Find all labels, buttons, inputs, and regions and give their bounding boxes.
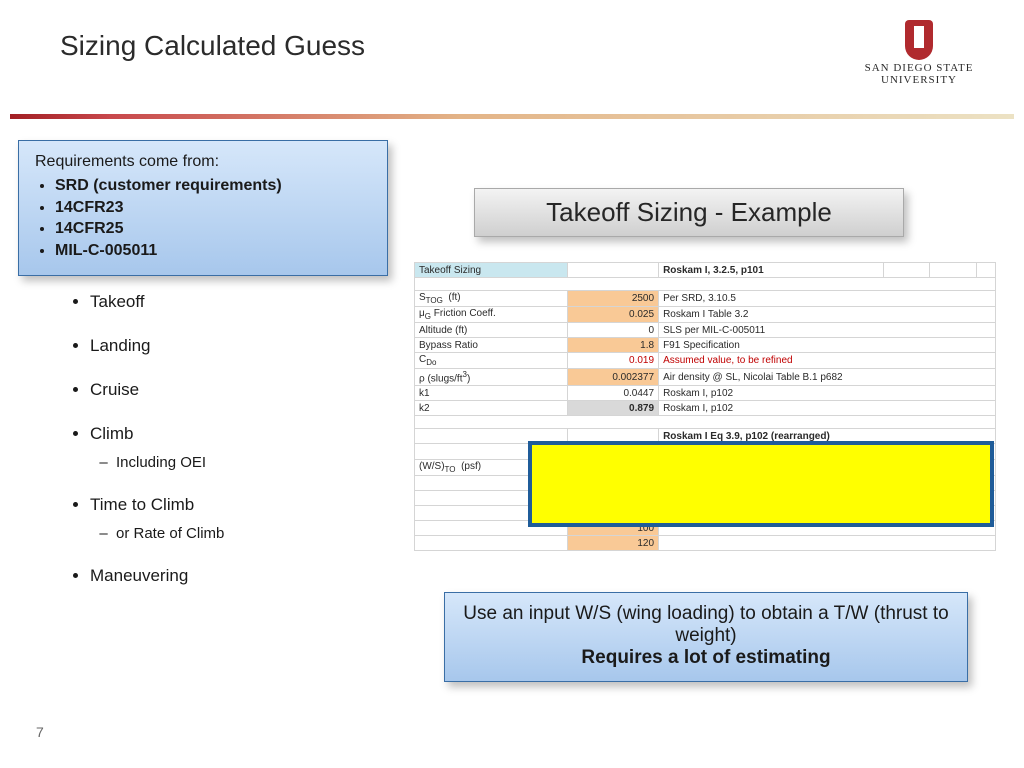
table-row: 120 [415, 536, 996, 551]
phase-item: Maneuvering [90, 566, 224, 586]
source-cell: Per SRD, 3.10.5 [659, 291, 996, 307]
divider-bar [10, 114, 1014, 119]
sheet-header-right: Roskam I, 3.2.5, p101 [659, 263, 884, 278]
phase-item: Landing [90, 336, 224, 356]
value-cell: 0.0447 [568, 386, 659, 401]
phase-subitem: Including OEI [116, 454, 224, 471]
table-row: Altitude (ft) 0 SLS per MIL-C-005011 [415, 323, 996, 338]
note-line1: Use an input W/S (wing loading) to obtai… [463, 603, 948, 646]
param-cell: k1 [415, 386, 568, 401]
requirement-item: 14CFR25 [55, 218, 371, 240]
phase-item: Climb Including OEI [90, 424, 224, 471]
phase-label: Climb [90, 424, 133, 443]
page-number: 7 [36, 724, 44, 740]
table-row: Takeoff Sizing Roskam I, 3.2.5, p101 [415, 263, 996, 278]
phase-label: Cruise [90, 380, 139, 399]
sheet-header-left: Takeoff Sizing [415, 263, 568, 278]
param-cell: Bypass Ratio [415, 338, 568, 353]
requirement-item: MIL-C-005011 [55, 240, 371, 262]
example-title: Takeoff Sizing - Example [474, 188, 904, 237]
phase-label: Landing [90, 336, 151, 355]
table-row: STOG (ft) 2500 Per SRD, 3.10.5 [415, 291, 996, 307]
source-cell: F91 Specification [659, 338, 996, 353]
phase-item: Cruise [90, 380, 224, 400]
param-cell: Altitude (ft) [415, 323, 568, 338]
note-line2: Requires a lot of estimating [459, 647, 953, 669]
table-row: Bypass Ratio 1.8 F91 Specification [415, 338, 996, 353]
source-cell: Roskam I, p102 [659, 386, 996, 401]
source-cell: Roskam I Table 3.2 [659, 307, 996, 323]
value-cell: 1.8 [568, 338, 659, 353]
source-cell: SLS per MIL-C-005011 [659, 323, 996, 338]
param-cell: STOG (ft) [415, 291, 568, 307]
param-cell: ρ (slugs/ft3) [415, 369, 568, 386]
phase-label: Time to Climb [90, 495, 194, 514]
table-row: k1 0.0447 Roskam I, p102 [415, 386, 996, 401]
table-row: ρ (slugs/ft3) 0.002377 Air density @ SL,… [415, 369, 996, 386]
param-cell: CDo [415, 353, 568, 369]
param-cell: k2 [415, 401, 568, 416]
note-box: Use an input W/S (wing loading) to obtai… [444, 592, 968, 682]
source-cell: Assumed value, to be refined [659, 353, 996, 369]
phase-item: Time to Climb or Rate of Climb [90, 495, 224, 542]
table-row: k2 0.879 Roskam I, p102 [415, 401, 996, 416]
value-cell: 0.025 [568, 307, 659, 323]
shield-icon [905, 20, 933, 60]
source-cell: Air density @ SL, Nicolai Table B.1 p682 [659, 369, 996, 386]
param-cell: μG Friction Coeff. [415, 307, 568, 323]
phase-label: Maneuvering [90, 566, 188, 585]
slide-title: Sizing Calculated Guess [60, 30, 365, 62]
requirements-box: Requirements come from: SRD (customer re… [18, 140, 388, 276]
table-row: CDo 0.019 Assumed value, to be refined [415, 353, 996, 369]
phase-item: Takeoff [90, 292, 224, 312]
phase-label: Takeoff [90, 292, 145, 311]
ws-value: 120 [568, 536, 659, 551]
phase-list: Takeoff Landing Cruise Climb Including O… [70, 292, 224, 610]
highlight-block [528, 441, 994, 527]
requirement-item: SRD (customer requirements) [55, 175, 371, 197]
logo-line1: SAN DIEGO STATE [865, 62, 974, 74]
value-cell: 2500 [568, 291, 659, 307]
requirements-heading: Requirements come from: [35, 153, 371, 171]
requirement-item: 14CFR23 [55, 197, 371, 219]
sdsu-logo: SAN DIEGO STATE UNIVERSITY [854, 20, 984, 86]
table-row: μG Friction Coeff. 0.025 Roskam I Table … [415, 307, 996, 323]
source-cell: Roskam I, p102 [659, 401, 996, 416]
value-cell: 0 [568, 323, 659, 338]
phase-subitem: or Rate of Climb [116, 525, 224, 542]
value-cell: 0.879 [568, 401, 659, 416]
value-cell: 0.002377 [568, 369, 659, 386]
logo-line2: UNIVERSITY [854, 74, 984, 86]
value-cell: 0.019 [568, 353, 659, 369]
